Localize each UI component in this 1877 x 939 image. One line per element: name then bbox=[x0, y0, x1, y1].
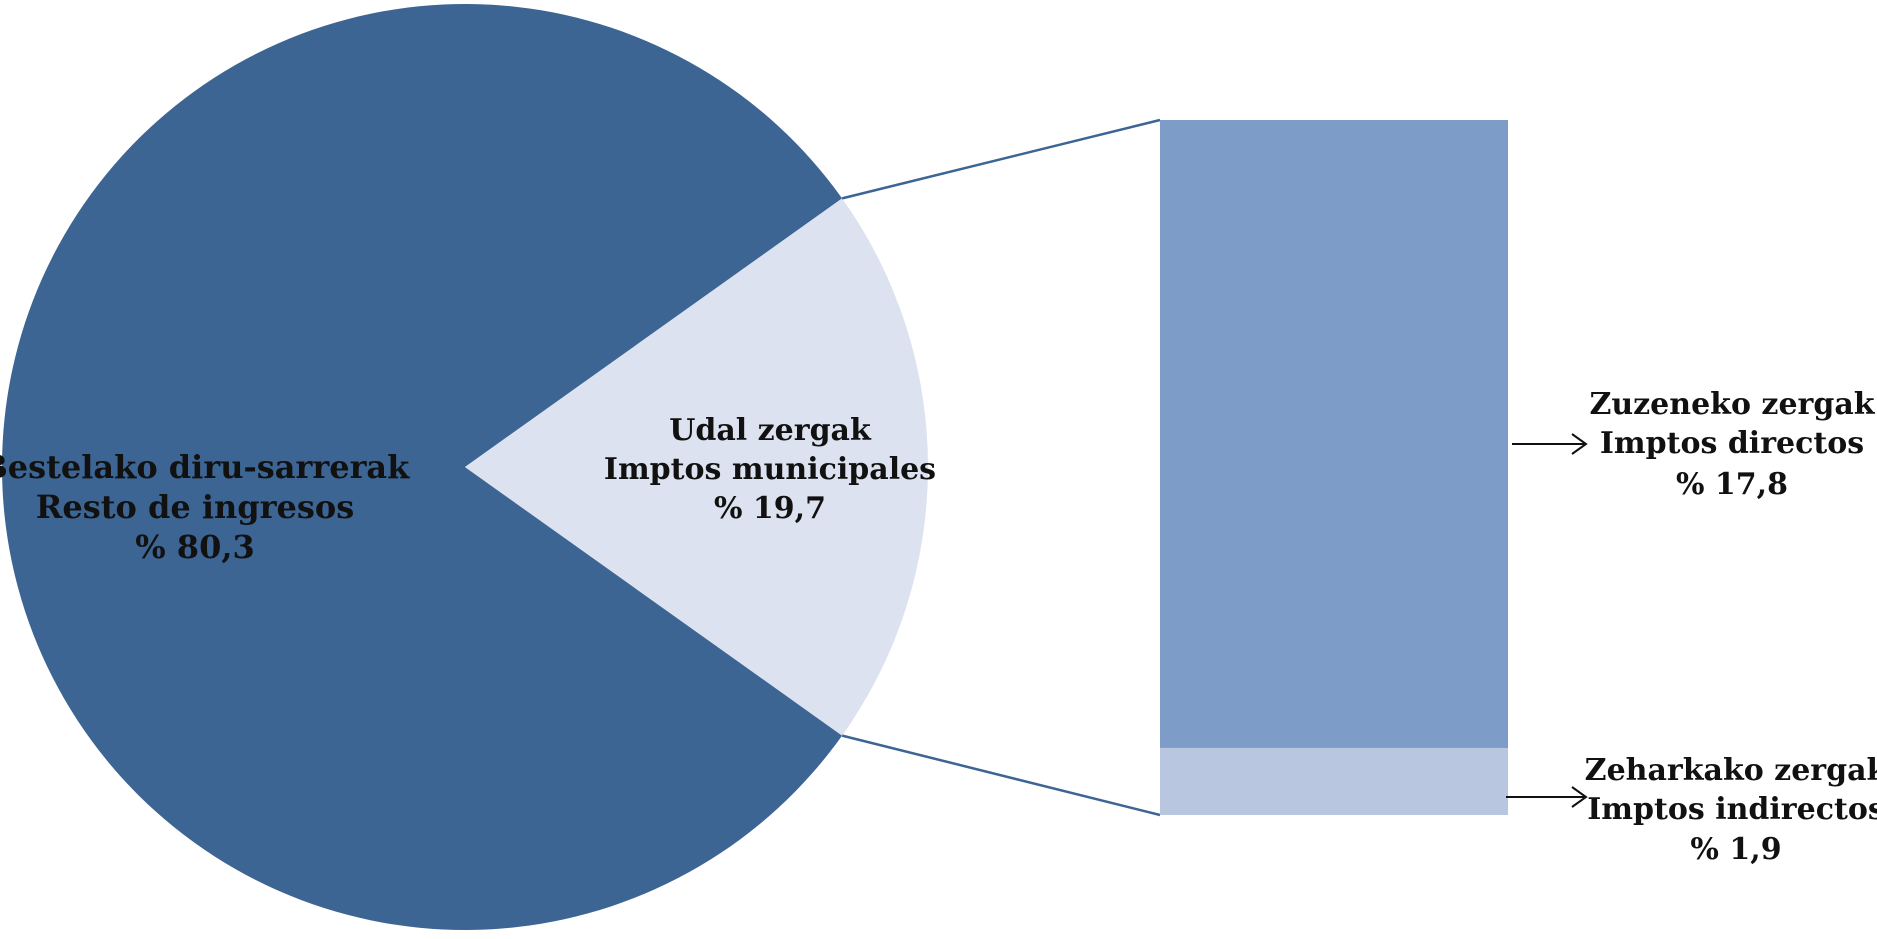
slice-value-udal: % 19,7 bbox=[714, 491, 826, 526]
arrow-icon-zeharkako bbox=[1506, 786, 1588, 808]
slice-label-eu-udal: Udal zergak bbox=[669, 413, 872, 448]
slice-label-eu-bestelako: Bestelako diru-sarrerak bbox=[0, 448, 410, 486]
bar-label-es-directos: Imptos directos bbox=[1600, 426, 1864, 461]
slice-label-es-municipales: Imptos municipales bbox=[604, 452, 936, 487]
bar-label-es-indirectos: Imptos indirectos bbox=[1587, 792, 1877, 827]
bar-segment-zuzeneko bbox=[1160, 120, 1508, 748]
pie-slice-udal-zergak bbox=[465, 198, 928, 736]
connector-line-bottom bbox=[841, 734, 1161, 817]
connector-line-top bbox=[841, 118, 1161, 200]
slice-value-bestelako: % 80,3 bbox=[135, 528, 254, 566]
bar-label-eu-zuzeneko: Zuzeneko zergak bbox=[1589, 387, 1875, 422]
slice-label-es-resto: Resto de ingresos bbox=[36, 488, 355, 526]
bar-value-zuzeneko: % 17,8 bbox=[1676, 467, 1788, 502]
bar-label-eu-zeharkako: Zeharkako zergak bbox=[1585, 753, 1877, 788]
bar-segment-zeharkako bbox=[1160, 747, 1508, 815]
arrow-icon-zuzeneko bbox=[1512, 433, 1588, 455]
pie-slice-bestelako bbox=[2, 4, 843, 930]
bar-value-zeharkako: % 1,9 bbox=[1690, 832, 1781, 867]
